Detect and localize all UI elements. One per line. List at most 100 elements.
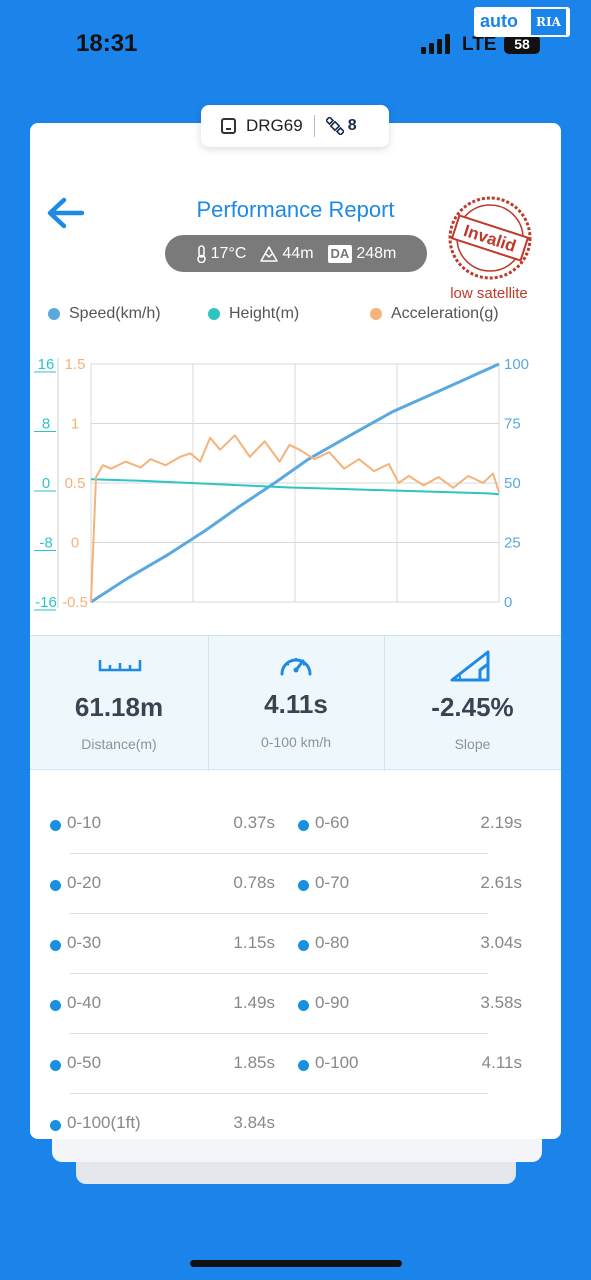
status-bar: 18:31 LTE 58 (0, 0, 591, 90)
split-bullet (50, 1120, 61, 1131)
device-icon (221, 118, 236, 134)
stat-slope: -2.45% Slope (384, 636, 561, 771)
watermark-logo: auto RIA (474, 7, 570, 37)
acceleration-tick-label: 1 (71, 416, 79, 433)
split-time: 3.04s (480, 933, 522, 952)
split-time: 0.78s (233, 873, 275, 892)
split-bullet (50, 940, 61, 951)
distance-value: 61.18m (74, 692, 164, 722)
height-tick-label: 16 (38, 356, 55, 373)
split-bullet (50, 820, 61, 831)
network-type: LTE (462, 34, 497, 55)
split-bullet (298, 820, 309, 831)
thermometer-icon (196, 244, 206, 263)
speed-tick-label: 50 (504, 475, 521, 492)
split-bullet (50, 1060, 61, 1071)
height-tick-label: -16 (35, 594, 57, 611)
split-time: 1.49s (233, 993, 275, 1012)
split-bullet (298, 940, 309, 951)
split-row: 0-20 0.78s 0-70 2.61s (30, 853, 561, 914)
split-time: 2.61s (480, 873, 522, 892)
speed-tick-label: 75 (504, 416, 521, 433)
split-time: 2.19s (480, 813, 522, 832)
pill-divider (313, 115, 315, 137)
speed-tick-label: 0 (504, 594, 512, 611)
split-time: 4.11s (481, 1053, 522, 1072)
density-altitude-badge: DA (327, 244, 353, 263)
speed-tick-label: 25 (504, 535, 521, 552)
split-bullet (298, 880, 309, 891)
split-label: 0-50 (67, 1053, 102, 1072)
chart-legend: Speed(km/h) Height(m) Acceleration(g) (48, 305, 548, 327)
acceleration-tick-label: -0.5 (62, 594, 88, 611)
split-label: 0-90 (315, 993, 350, 1012)
legend-height-label: Height(m) (229, 305, 300, 322)
speed-tick-label: 100 (504, 356, 529, 373)
speed-series-line (90, 362, 500, 604)
page-title: Performance Report (196, 197, 395, 222)
distance-label: Distance(m) (81, 736, 157, 752)
row-divider (70, 913, 488, 914)
stat-0-100: 4.11s 0-100 km/h (208, 636, 384, 771)
split-time: 1.15s (233, 933, 275, 952)
acceleration-time-value: 4.11s (264, 689, 328, 719)
slope-label: Slope (454, 736, 491, 752)
split-label: 0-30 (67, 933, 102, 952)
height-tick-label: 0 (42, 475, 50, 492)
legend-acceleration: Acceleration(g) (370, 305, 499, 323)
legend-height: Height(m) (208, 305, 299, 323)
stat-distance: 61.18m Distance(m) (30, 636, 208, 771)
satellite-count: 8 (347, 117, 357, 134)
altitude-value: 44m (282, 244, 314, 262)
height-series-line (90, 478, 500, 496)
performance-chart: 16 8 0 -8 -16 1.5 1 0.5 0 -0.5 100 75 50 25 0 (34, 356, 529, 611)
device-name: DRG69 (246, 116, 303, 135)
cellular-signal-icon (421, 34, 450, 54)
split-row: 0-40 1.49s 0-90 3.58s (30, 973, 561, 1034)
split-row: 0-100(1ft) 3.84s (30, 1093, 561, 1139)
split-label: 0-100 (315, 1053, 359, 1072)
acceleration-series-line (90, 434, 500, 603)
split-label: 0-70 (315, 873, 350, 892)
home-indicator[interactable] (190, 1260, 402, 1267)
watermark-auto: auto (480, 11, 518, 31)
legend-height-dot (208, 308, 220, 320)
split-bullet (298, 1000, 309, 1011)
legend-speed-dot (48, 308, 60, 320)
stat-divider (208, 636, 209, 771)
acceleration-tick-label: 0 (71, 535, 79, 552)
density-altitude-value: 248m (356, 244, 397, 262)
row-divider (70, 1033, 488, 1034)
battery-icon: 58 (504, 35, 540, 54)
legend-speed: Speed(km/h) (48, 305, 161, 323)
height-tick-label: 8 (42, 416, 50, 433)
legend-acceleration-label: Acceleration(g) (391, 305, 499, 322)
legend-speed-label: Speed(km/h) (69, 305, 161, 322)
mountain-icon (260, 245, 279, 262)
stamp-note: low satellite (450, 285, 528, 302)
split-row: 0-30 1.15s 0-80 3.04s (30, 913, 561, 974)
split-time: 3.84s (233, 1113, 275, 1132)
ruler-icon (98, 660, 142, 672)
stats-panel: 61.18m Distance(m) 4.11s 0-100 km/h -2.4… (30, 635, 561, 771)
split-bullet (298, 1060, 309, 1071)
report-card: Performance Report Invalid low satellite… (30, 123, 561, 1139)
split-row: 0-50 1.85s 0-100 4.11s (30, 1033, 561, 1094)
speedometer-icon (280, 658, 312, 676)
acceleration-tick-label: 0.5 (65, 475, 86, 492)
acceleration-tick-label: 1.5 (65, 356, 86, 373)
split-time: 3.58s (480, 993, 522, 1012)
conditions-pill: 17°C 44m DA 248m (165, 235, 427, 272)
stat-divider (384, 636, 385, 771)
acceleration-time-label: 0-100 km/h (260, 734, 332, 750)
split-label: 0-20 (67, 873, 102, 892)
watermark-ria: RIA (531, 9, 566, 35)
split-label: 0-40 (67, 993, 102, 1012)
legend-acceleration-dot (370, 308, 382, 320)
back-arrow-icon[interactable] (46, 197, 84, 229)
clock: 18:31 (76, 30, 138, 57)
row-divider (70, 973, 488, 974)
device-pill[interactable]: DRG69 8 (201, 105, 389, 147)
row-divider (70, 1093, 488, 1094)
invalid-stamp-icon: Invalid (448, 196, 532, 280)
